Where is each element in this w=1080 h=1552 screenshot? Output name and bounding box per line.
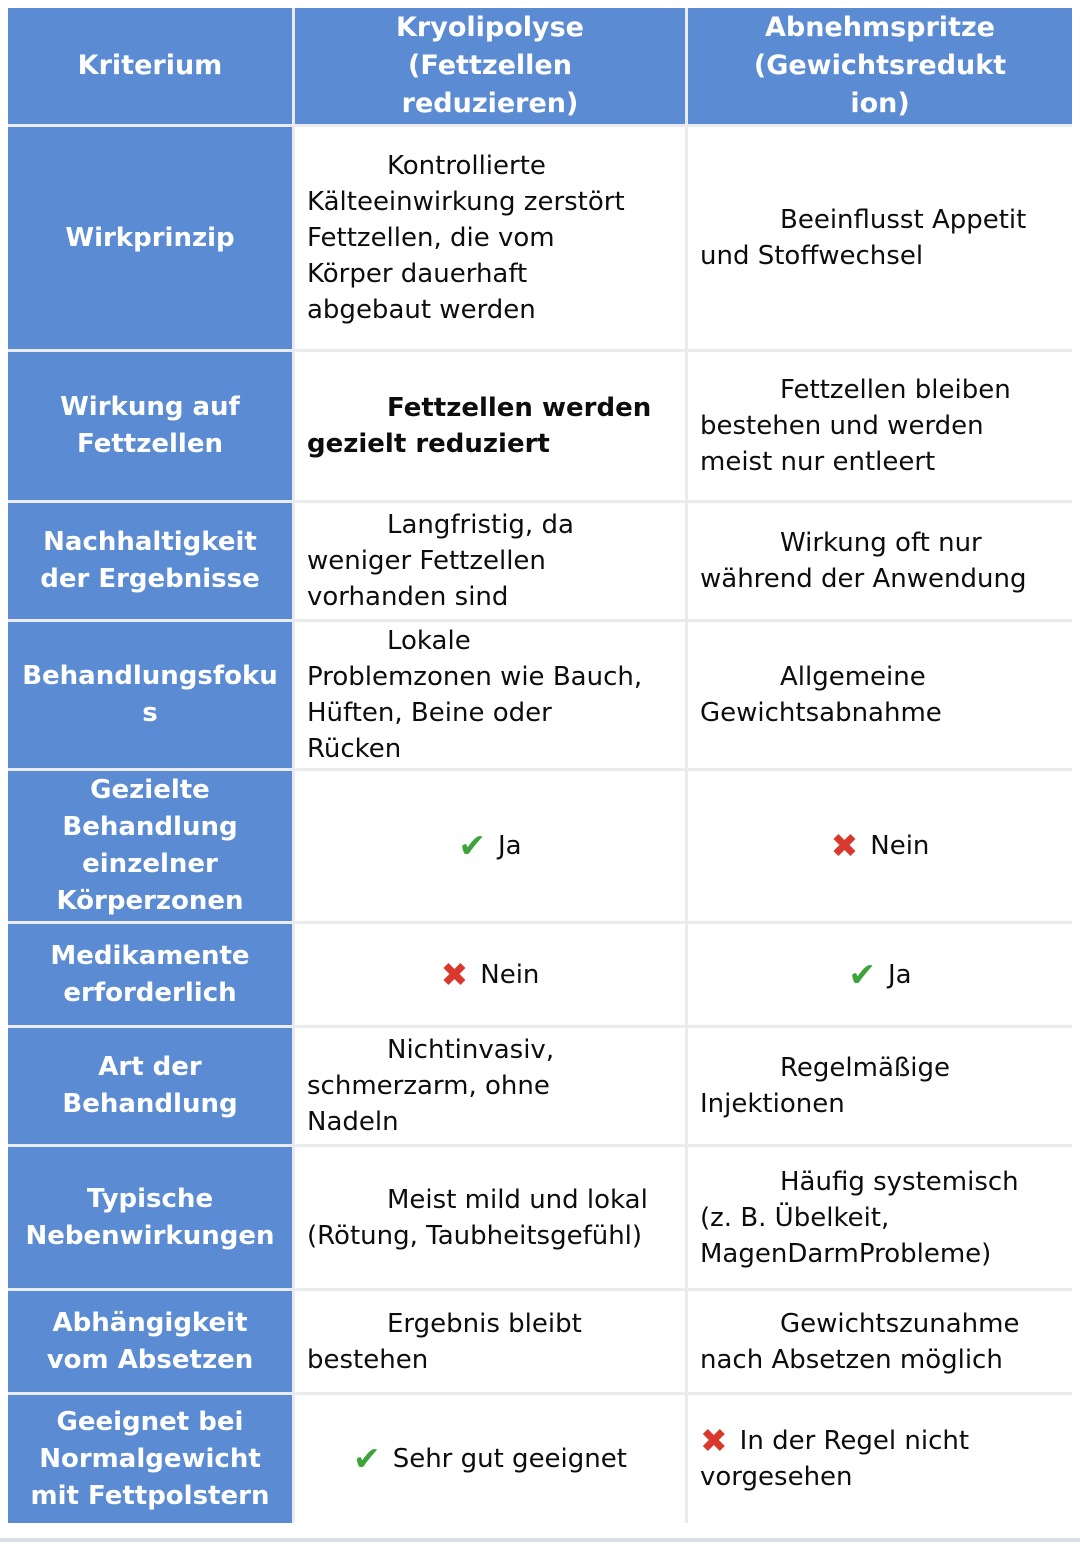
abnehm-cell: Gewichtszunahme nach Absetzen möglich <box>688 1291 1072 1392</box>
criterion-cell: Abhängigkeit vom Absetzen <box>8 1291 292 1392</box>
cell-text: Meist mild und lokal (Rötung, Taubheitsg… <box>307 1184 648 1251</box>
cell-text: In der Regel nicht vorgesehen <box>700 1426 970 1492</box>
criterion-cell: Gezielte Behandlung einzelner Körperzone… <box>8 771 292 921</box>
criterion-label: Wirkprinzip <box>65 222 235 253</box>
header-title: Abnehmspritze <box>764 12 995 43</box>
cell-text: Ja <box>888 959 912 990</box>
criterion-cell: Medikamente erforderlich <box>8 924 292 1025</box>
header-subtitle: (Gewichtsreduktion) <box>753 50 1007 119</box>
abnehm-cell: ✖ Nein <box>688 771 1072 921</box>
abnehm-cell-content: Allgemeine Gewichtsabnahme <box>700 659 1060 731</box>
abnehm-cell-content: Beeinflusst Appetit und Stoffwechsel <box>700 202 1060 274</box>
abnehm-cell: ✖ In der Regel nicht vorgesehen <box>688 1395 1072 1523</box>
cell-text: Nein <box>870 831 930 861</box>
cell-text: Regelmäßige Injektionen <box>700 1053 950 1119</box>
criterion-label: Behandlungsfokus <box>22 661 278 728</box>
header-cell-kryolipolyse: Kryolipolyse (Fettzellen reduzieren) <box>295 8 685 124</box>
kryo-cell-content: ✔ Ja <box>307 828 673 864</box>
abnehm-cell-content: ✖ Nein <box>700 828 1060 864</box>
check-icon: ✔ <box>848 954 877 994</box>
cell-text: Ja <box>498 831 522 861</box>
kryo-cell-content: Kontrollierte Kälteeinwirkung zerstört F… <box>307 148 673 328</box>
table-bottom-border <box>0 1538 1080 1542</box>
kryo-cell-content: Lokale Problemzonen wie Bauch, Hüften, B… <box>307 623 673 767</box>
criterion-cell: Nachhaltigkeit der Ergebnisse <box>8 503 292 619</box>
cell-text: Beeinflusst Appetit und Stoffwechsel <box>700 205 1027 271</box>
criterion-cell: Wirkprinzip <box>8 127 292 349</box>
abnehm-cell: Allgemeine Gewichtsabnahme <box>688 622 1072 768</box>
kryo-cell: ✔ Ja <box>295 771 685 921</box>
header-cell-abnehmspritze: Abnehmspritze (Gewichtsreduktion) <box>688 8 1072 124</box>
criterion-cell: Geeignet bei Normalgewicht mit Fettpolst… <box>8 1395 292 1523</box>
kryo-cell-content: Nichtinvasiv, schmerzarm, ohne Nadeln <box>307 1032 673 1140</box>
criterion-label: Abhängigkeit vom Absetzen <box>46 1307 254 1375</box>
kryo-cell: ✖ Nein <box>295 924 685 1025</box>
abnehm-cell: Beeinflusst Appetit und Stoffwechsel <box>688 127 1072 349</box>
kryo-cell: Kontrollierte Kälteeinwirkung zerstört F… <box>295 127 685 349</box>
abnehm-cell: Wirkung oft nur während der Anwendung <box>688 503 1072 619</box>
cell-text: Kontrollierte Kälteeinwirkung zerstört F… <box>307 151 625 325</box>
criterion-label: Typische Nebenwirkungen <box>25 1183 275 1251</box>
cell-text: Allgemeine Gewichtsabnahme <box>700 662 942 728</box>
criterion-label: Wirkung auf Fettzellen <box>60 392 240 459</box>
abnehm-cell: ✔ Ja <box>688 924 1072 1025</box>
cell-text: Langfristig, da weniger Fettzellen vorha… <box>307 510 574 612</box>
cell-text: Ergebnis bleibt bestehen <box>307 1308 582 1375</box>
abnehm-cell: Regelmäßige Injektionen <box>688 1028 1072 1144</box>
header-title: Kryolipolyse <box>395 12 584 43</box>
abnehm-cell-content: ✔ Ja <box>700 954 1060 994</box>
header-subtitle: (Fettzellen reduzieren) <box>401 50 579 119</box>
criterion-label: Art der Behandlung <box>62 1052 238 1119</box>
check-icon: ✔ <box>353 1439 381 1478</box>
abnehm-cell-content: ✖ In der Regel nicht vorgesehen <box>700 1423 1060 1495</box>
criterion-cell: Typische Nebenwirkungen <box>8 1147 292 1288</box>
header-label-abnehmspritze: Abnehmspritze (Gewichtsreduktion) <box>750 9 1010 123</box>
cell-text: Wirkung oft nur während der Anwendung <box>700 528 1027 594</box>
kryo-cell-content: ✔ Sehr gut geeignet <box>307 1441 673 1477</box>
criterion-cell: Behandlungsfokus <box>8 622 292 768</box>
cell-text: Häufig systemisch (z. B. Übelkeit, Magen… <box>700 1166 1019 1269</box>
kryo-cell-content: Ergebnis bleibt bestehen <box>307 1306 673 1378</box>
kryo-cell: Fettzellen werden gezielt reduziert <box>295 352 685 500</box>
kryo-cell: ✔ Sehr gut geeignet <box>295 1395 685 1523</box>
abnehm-cell: Fettzellen bleiben bestehen und werden m… <box>688 352 1072 500</box>
abnehm-cell-content: Fettzellen bleiben bestehen und werden m… <box>700 372 1060 480</box>
cross-icon: ✖ <box>830 826 859 865</box>
kryo-cell: Langfristig, da weniger Fettzellen vorha… <box>295 503 685 619</box>
criterion-cell: Art der Behandlung <box>8 1028 292 1144</box>
header-label-kryolipolyse: Kryolipolyse (Fettzellen reduzieren) <box>360 9 620 123</box>
comparison-table: Kriterium Kryolipolyse (Fettzellen reduz… <box>8 8 1072 1523</box>
criterion-label: Geeignet bei Normalgewicht mit Fettpolst… <box>30 1406 270 1511</box>
cell-text: Gewichtszunahme nach Absetzen möglich <box>700 1308 1020 1375</box>
criterion-label: Gezielte Behandlung einzelner Körperzone… <box>56 775 244 916</box>
header-label-criterion: Kriterium <box>77 50 223 81</box>
abnehm-cell-content: Wirkung oft nur während der Anwendung <box>700 525 1060 597</box>
cell-text: Fettzellen werden gezielt reduziert <box>307 393 652 459</box>
abnehm-cell-content: Regelmäßige Injektionen <box>700 1050 1060 1122</box>
cell-text: Nein <box>480 959 540 990</box>
kryo-cell-content: Meist mild und lokal (Rötung, Taubheitsg… <box>307 1182 673 1254</box>
cell-text: Lokale Problemzonen wie Bauch, Hüften, B… <box>307 626 643 764</box>
cell-text: Sehr gut geeignet <box>392 1444 627 1474</box>
kryo-cell: Nichtinvasiv, schmerzarm, ohne Nadeln <box>295 1028 685 1144</box>
cell-text: Fettzellen bleiben bestehen und werden m… <box>700 375 1011 477</box>
kryo-cell: Meist mild und lokal (Rötung, Taubheitsg… <box>295 1147 685 1288</box>
criterion-label: Medikamente erforderlich <box>50 940 250 1008</box>
criterion-label: Nachhaltigkeit der Ergebnisse <box>40 527 260 594</box>
kryo-cell: Lokale Problemzonen wie Bauch, Hüften, B… <box>295 622 685 768</box>
check-icon: ✔ <box>458 826 487 865</box>
cross-icon: ✖ <box>700 1421 728 1460</box>
kryo-cell-content: Fettzellen werden gezielt reduziert <box>307 390 673 462</box>
abnehm-cell-content: Häufig systemisch (z. B. Übelkeit, Magen… <box>700 1164 1060 1272</box>
kryo-cell-content: ✖ Nein <box>307 954 673 994</box>
criterion-cell: Wirkung auf Fettzellen <box>8 352 292 500</box>
cross-icon: ✖ <box>440 954 469 994</box>
abnehm-cell-content: Gewichtszunahme nach Absetzen möglich <box>700 1306 1060 1378</box>
header-cell-criterion: Kriterium <box>8 8 292 124</box>
abnehm-cell: Häufig systemisch (z. B. Übelkeit, Magen… <box>688 1147 1072 1288</box>
cell-text: Nichtinvasiv, schmerzarm, ohne Nadeln <box>307 1035 555 1137</box>
kryo-cell-content: Langfristig, da weniger Fettzellen vorha… <box>307 507 673 615</box>
kryo-cell: Ergebnis bleibt bestehen <box>295 1291 685 1392</box>
